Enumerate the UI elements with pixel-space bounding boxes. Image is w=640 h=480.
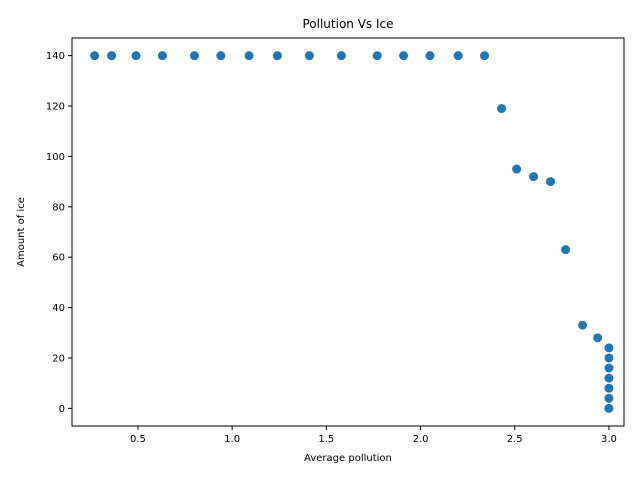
scatter-point xyxy=(107,51,117,61)
chart-title: Pollution Vs Ice xyxy=(302,17,393,31)
scatter-point xyxy=(336,51,346,61)
scatter-point xyxy=(604,363,614,373)
scatter-point xyxy=(604,393,614,403)
y-axis-label: Amount of ice xyxy=(16,197,27,267)
scatter-point xyxy=(578,320,588,330)
scatter-point xyxy=(399,51,409,61)
y-tick-label: 60 xyxy=(52,253,65,264)
scatter-point xyxy=(425,51,435,61)
x-axis-ticks: 0.5 1.0 1.5 2.0 2.5 3.0 xyxy=(130,426,617,445)
scatter-point xyxy=(372,51,382,61)
x-tick-label: 1.0 xyxy=(224,434,240,445)
scatter-point xyxy=(216,51,226,61)
scatter-point xyxy=(561,245,571,255)
y-tick-label: 0 xyxy=(59,404,65,415)
scatter-point xyxy=(497,104,507,114)
scatter-point xyxy=(604,373,614,383)
scatter-point xyxy=(604,343,614,353)
scatter-point xyxy=(546,177,556,187)
scatter-points xyxy=(90,51,614,413)
scatter-point xyxy=(480,51,490,61)
y-tick-label: 40 xyxy=(52,303,65,314)
scatter-point xyxy=(604,383,614,393)
scatter-point xyxy=(131,51,141,61)
scatter-point xyxy=(512,164,522,174)
scatter-point xyxy=(604,353,614,363)
scatter-point xyxy=(304,51,314,61)
x-tick-label: 2.5 xyxy=(507,434,523,445)
plot-frame xyxy=(71,37,625,427)
scatter-point xyxy=(90,51,100,61)
scatter-point xyxy=(189,51,199,61)
y-axis-ticks: 0 20 40 60 80 100 120 140 xyxy=(46,51,72,415)
scatter-point xyxy=(604,403,614,413)
x-tick-label: 1.5 xyxy=(318,434,334,445)
scatter-point xyxy=(529,172,539,182)
y-tick-label: 20 xyxy=(52,353,65,364)
x-tick-label: 2.0 xyxy=(413,434,429,445)
scatter-point xyxy=(244,51,254,61)
y-tick-label: 120 xyxy=(46,102,65,113)
y-tick-label: 140 xyxy=(46,51,65,62)
scatter-point xyxy=(593,333,603,343)
y-tick-label: 80 xyxy=(52,202,65,213)
x-axis-label: Average pollution xyxy=(304,453,392,464)
x-tick-label: 3.0 xyxy=(601,434,617,445)
scatter-point xyxy=(157,51,167,61)
y-tick-label: 100 xyxy=(46,152,65,163)
scatter-point xyxy=(453,51,463,61)
scatter-point xyxy=(272,51,282,61)
x-tick-label: 0.5 xyxy=(130,434,146,445)
